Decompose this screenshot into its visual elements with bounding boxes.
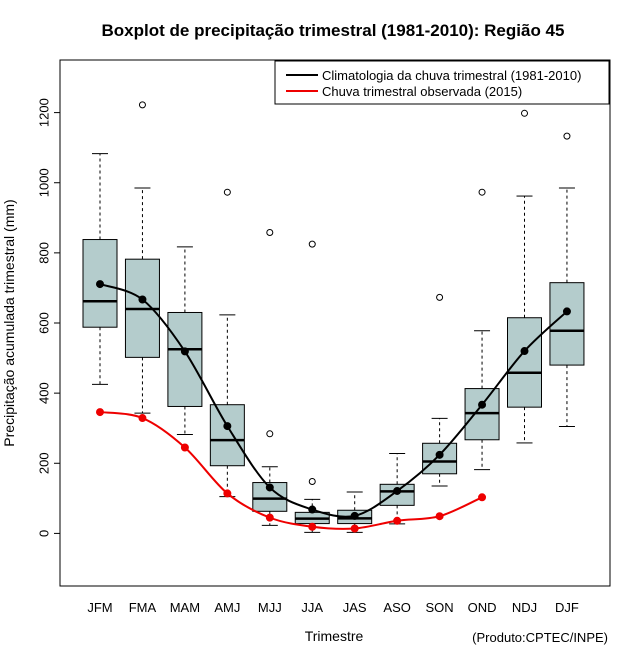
y-tick-label: 0 bbox=[37, 530, 52, 537]
boxplot-jja bbox=[294, 240, 330, 533]
series-point bbox=[350, 524, 359, 533]
plot-area bbox=[82, 97, 585, 533]
boxplot-ndj bbox=[507, 109, 542, 444]
legend-label-climatology: Climatologia da chuva trimestral (1981-2… bbox=[322, 68, 581, 83]
series-point bbox=[265, 513, 274, 522]
series-point bbox=[520, 347, 529, 356]
y-tick-label: 600 bbox=[37, 312, 52, 334]
outlier-point bbox=[308, 478, 316, 486]
y-tick-label: 1000 bbox=[37, 168, 52, 197]
series-point bbox=[180, 347, 189, 356]
x-tick-label: OND bbox=[468, 600, 497, 615]
series-point bbox=[478, 400, 487, 409]
x-tick-label: MJJ bbox=[258, 600, 282, 615]
box-iqr bbox=[549, 282, 585, 366]
series-point bbox=[96, 408, 104, 417]
legend-label-observed: Chuva trimestral observada (2015) bbox=[322, 84, 522, 99]
series-point bbox=[435, 512, 444, 521]
series-point bbox=[96, 280, 104, 289]
series-point bbox=[308, 522, 317, 531]
series-point bbox=[138, 414, 147, 423]
outlier-point bbox=[436, 293, 444, 301]
boxplot-jfm bbox=[82, 153, 118, 385]
box-iqr bbox=[167, 311, 203, 407]
x-tick-label: FMA bbox=[129, 600, 157, 615]
boxplot-amj bbox=[209, 188, 245, 498]
y-axis: 0 200 400 600 800 1000 1200 bbox=[37, 98, 60, 537]
series-point bbox=[435, 450, 444, 459]
series-point bbox=[393, 486, 402, 495]
box-iqr bbox=[507, 317, 542, 408]
y-axis-label: Precipitação acumulada trimestral (mm) bbox=[1, 199, 17, 446]
x-tick-label: DJF bbox=[555, 600, 579, 615]
series-point bbox=[562, 307, 571, 316]
series-line bbox=[99, 283, 568, 518]
x-tick-label: SON bbox=[426, 600, 454, 615]
series-line bbox=[99, 411, 483, 530]
series-point bbox=[350, 511, 359, 520]
boxplot-mjj bbox=[252, 229, 288, 526]
series-point bbox=[223, 422, 232, 431]
y-tick-label: 400 bbox=[37, 382, 52, 404]
x-tick-label: JAS bbox=[343, 600, 367, 615]
boxplot-mam bbox=[167, 246, 203, 436]
credit-text: (Produto:CPTEC/INPE) bbox=[472, 630, 608, 645]
series-point bbox=[180, 443, 189, 452]
x-axis-label: Trimestre bbox=[305, 628, 364, 644]
legend-box bbox=[274, 60, 610, 105]
outlier-point bbox=[521, 109, 528, 117]
y-tick-label: 200 bbox=[37, 452, 52, 474]
x-tick-label: JFM bbox=[87, 600, 112, 615]
series-point bbox=[393, 516, 402, 525]
y-tick-label: 1200 bbox=[37, 98, 52, 127]
chart-title: Boxplot de precipitação trimestral (1981… bbox=[102, 21, 565, 40]
series-point bbox=[223, 489, 232, 498]
x-tick-label: MAM bbox=[170, 600, 200, 615]
legend: Climatologia da chuva trimestral (1981-2… bbox=[274, 60, 610, 105]
outlier-point bbox=[223, 188, 231, 196]
series-climatology bbox=[96, 280, 571, 520]
boxplot-ond bbox=[464, 188, 500, 471]
box-iqr bbox=[209, 404, 245, 467]
series-point bbox=[308, 505, 317, 514]
x-tick-label: ASO bbox=[383, 600, 410, 615]
boxplot-djf bbox=[549, 97, 585, 427]
outlier-point bbox=[478, 188, 486, 196]
series-point bbox=[478, 493, 487, 502]
x-axis: JFM FMA MAM AMJ MJJ JJA JAS ASO SON OND NDJ DJF bbox=[87, 600, 579, 615]
y-tick-label: 800 bbox=[37, 242, 52, 264]
outlier-point bbox=[308, 240, 316, 248]
outlier-point bbox=[138, 101, 146, 109]
x-tick-label: AMJ bbox=[214, 600, 240, 615]
x-tick-label: JJA bbox=[301, 600, 323, 615]
series-observed bbox=[96, 408, 487, 533]
x-tick-label: NDJ bbox=[512, 600, 537, 615]
outlier-point bbox=[563, 132, 571, 140]
series-point bbox=[138, 295, 147, 304]
outlier-point bbox=[266, 229, 274, 237]
series-point bbox=[265, 483, 274, 492]
outlier-point bbox=[266, 430, 274, 438]
boxplot-fma bbox=[124, 101, 160, 414]
